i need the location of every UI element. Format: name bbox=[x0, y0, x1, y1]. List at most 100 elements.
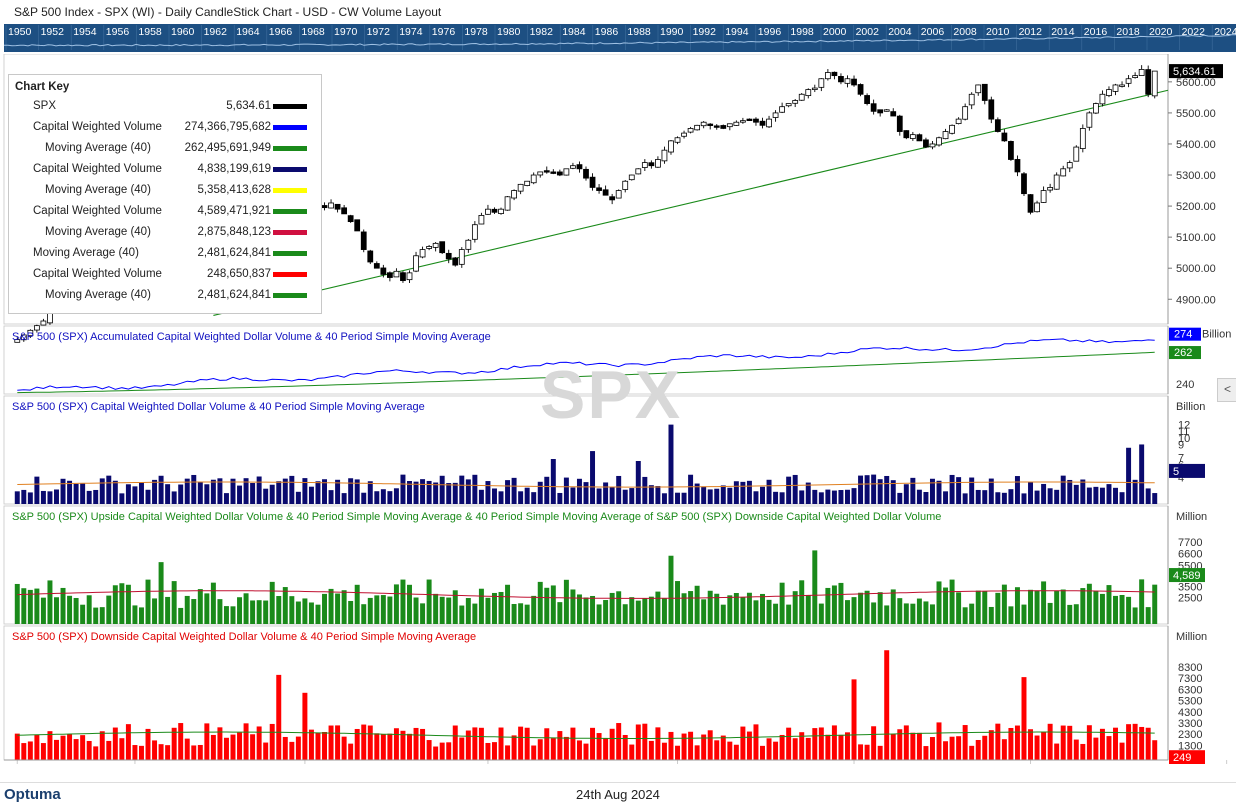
downside-volume-bar bbox=[93, 746, 99, 760]
cw-volume-bar bbox=[1060, 475, 1066, 504]
upside-volume-bar bbox=[929, 604, 935, 624]
chart-key-row[interactable]: Moving Average (40) 5,358,413,628 bbox=[9, 184, 321, 204]
upside-volume-bar bbox=[420, 603, 426, 624]
candle-body-down bbox=[380, 267, 387, 275]
candle-body-up bbox=[955, 118, 962, 125]
downside-volume-bar bbox=[348, 743, 354, 760]
cw-volume-bar bbox=[1126, 447, 1132, 504]
chart-key-row[interactable]: SPX 5,634.61 bbox=[9, 100, 321, 120]
downside-volume-bar bbox=[1145, 727, 1151, 760]
timeline-price-sparkline bbox=[4, 34, 1236, 47]
upside-volume-bar bbox=[335, 593, 341, 624]
chart-key-row[interactable]: Moving Average (40) 262,495,691,949 bbox=[9, 142, 321, 162]
chart-key-row[interactable]: Capital Weighted Volume 4,589,471,921 bbox=[9, 205, 321, 225]
cw-volume-bar bbox=[472, 474, 478, 504]
downside-volume-bar bbox=[1139, 726, 1145, 760]
candlestick bbox=[1027, 193, 1034, 215]
cw-volume-bar bbox=[661, 493, 667, 504]
candle-body-down bbox=[543, 170, 550, 173]
upside-volume-bar bbox=[27, 589, 33, 624]
downside-volume-bar bbox=[354, 728, 360, 760]
cw-volume-bar bbox=[877, 479, 883, 504]
candlestick bbox=[798, 93, 805, 101]
downside-volume-axis-label: 1300 bbox=[1178, 740, 1202, 752]
chart-key-row[interactable]: Moving Average (40) 2,481,624,841 bbox=[9, 289, 321, 309]
candle-body-up bbox=[524, 180, 531, 186]
cw-volume-bar bbox=[439, 475, 445, 504]
upside-volume-bar bbox=[910, 603, 916, 624]
cw-volume-bar bbox=[1106, 484, 1112, 504]
chart-key-row[interactable]: Capital Weighted Volume 4,838,199,619 bbox=[9, 163, 321, 183]
upside-volume-bar bbox=[60, 587, 66, 624]
upside-volume-bar bbox=[21, 588, 27, 624]
upside-volume-bar bbox=[1067, 604, 1073, 624]
upside-volume-bar bbox=[596, 604, 602, 624]
cw-volume-bar bbox=[250, 483, 256, 504]
cw-volume-bar bbox=[688, 474, 694, 504]
timeline-year-label: 2010 bbox=[986, 26, 1010, 38]
candlestick bbox=[452, 257, 459, 267]
downside-volume-bar bbox=[223, 737, 229, 760]
upside-volume-bar bbox=[282, 587, 288, 624]
candlestick bbox=[838, 73, 844, 85]
downside-volume-bar bbox=[864, 744, 870, 760]
downside-volume-bar bbox=[916, 732, 922, 760]
downside-volume-bar bbox=[302, 692, 308, 760]
upside-volume-bar bbox=[237, 597, 243, 624]
upside-volume-bar bbox=[982, 591, 988, 624]
timeline-year-label: 1960 bbox=[171, 26, 195, 38]
downside-volume-bar bbox=[237, 732, 243, 760]
candlestick bbox=[1112, 83, 1119, 96]
cw-volume-bar bbox=[178, 484, 184, 504]
candle-body-up bbox=[785, 103, 792, 107]
candle-body-up bbox=[687, 128, 694, 133]
upside-volume-bar bbox=[642, 598, 648, 624]
downside-volume-bar bbox=[675, 745, 681, 760]
chart-key[interactable]: Chart Key SPX 5,634.61 Capital Weighted Vo… bbox=[8, 74, 322, 314]
cw-volume-bar bbox=[714, 488, 720, 504]
candlestick bbox=[661, 146, 668, 164]
downside-volume-bar bbox=[99, 731, 105, 760]
cw-volume-bar bbox=[1047, 488, 1053, 504]
candlestick bbox=[413, 251, 419, 273]
upside-volume-bar bbox=[531, 595, 537, 624]
accumulated-last-label: 274 bbox=[1174, 329, 1192, 341]
cw-volume-bar bbox=[361, 492, 367, 504]
cw-volume-bar bbox=[289, 475, 295, 504]
candle-body-up bbox=[432, 242, 439, 248]
chart-key-value: 2,481,624,841 bbox=[197, 289, 271, 301]
cw-volume-axis-label: 7 bbox=[1178, 453, 1184, 465]
timeline-year-label: 2002 bbox=[856, 26, 880, 38]
upside-volume-bar bbox=[374, 595, 380, 624]
candle-body-down bbox=[400, 272, 406, 282]
downside-volume-axis-label: 8300 bbox=[1178, 662, 1202, 674]
candle-body-down bbox=[831, 71, 838, 77]
chart-key-swatch bbox=[273, 272, 307, 277]
chart-key-row[interactable]: Capital Weighted Volume 248,650,837 bbox=[9, 268, 321, 288]
upside-volume-bar bbox=[73, 597, 79, 624]
upside-volume-bar bbox=[616, 591, 622, 624]
timeline-navigator[interactable]: 1950 1952 1954 1956 1958 1960 1962 1964 1966 1968… bbox=[4, 24, 1236, 52]
chart-key-value: 4,838,199,619 bbox=[197, 163, 271, 175]
cw-volume-bar bbox=[446, 483, 452, 504]
chart-key-row[interactable]: Capital Weighted Volume 274,366,795,682 bbox=[9, 121, 321, 141]
candle-body-down bbox=[720, 125, 727, 129]
side-panel-toggle[interactable]: < bbox=[1217, 378, 1236, 402]
candlestick bbox=[641, 159, 648, 172]
downside-volume-bar bbox=[1086, 725, 1092, 760]
chart-key-row[interactable]: Moving Average (40) 2,481,624,841 bbox=[9, 247, 321, 267]
cw-volume-bar bbox=[544, 476, 550, 504]
candle-body-up bbox=[530, 174, 537, 184]
downside-volume-bar bbox=[629, 744, 635, 760]
downside-volume-title: S&P 500 (SPX) Downside Capital Weighted … bbox=[12, 631, 476, 643]
downside-volume-bar bbox=[106, 740, 112, 760]
cw-volume-bar bbox=[851, 488, 857, 504]
chart-key-row[interactable]: Moving Average (40) 2,875,848,123 bbox=[9, 226, 321, 246]
cw-volume-bar bbox=[1145, 488, 1151, 504]
upside-volume-bar bbox=[858, 592, 864, 624]
downside-volume-bar bbox=[73, 739, 79, 760]
candlestick bbox=[909, 131, 916, 141]
candlestick bbox=[27, 329, 34, 338]
downside-volume-bar bbox=[753, 724, 759, 760]
candle-body-down bbox=[596, 187, 602, 191]
